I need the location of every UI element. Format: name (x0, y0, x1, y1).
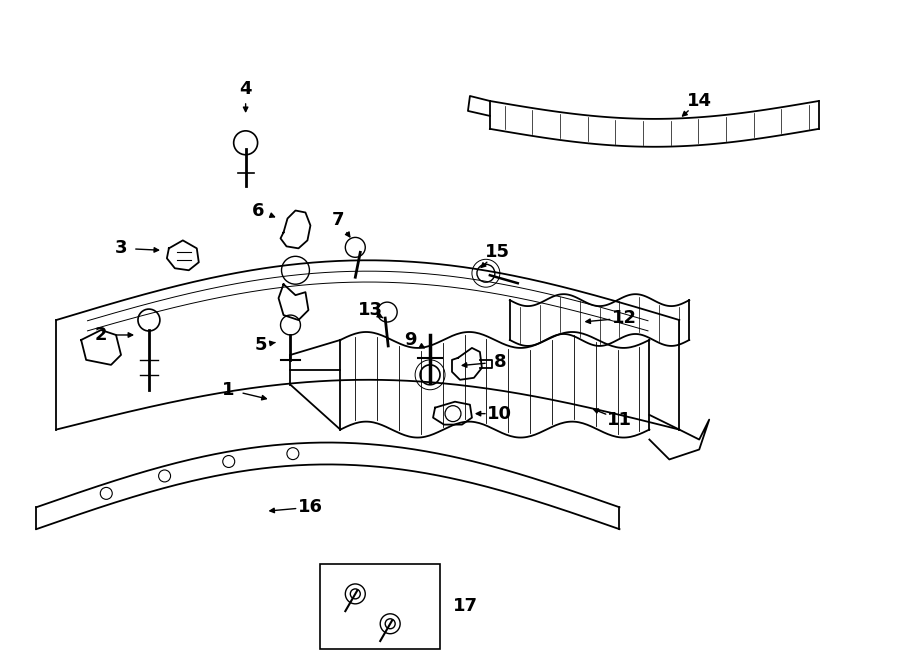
Text: 16: 16 (298, 498, 323, 516)
Text: 5: 5 (255, 336, 266, 354)
Text: 3: 3 (115, 239, 127, 257)
Text: 1: 1 (222, 381, 235, 399)
Text: 15: 15 (485, 243, 510, 261)
Text: 4: 4 (239, 80, 252, 98)
Text: 14: 14 (687, 92, 712, 110)
Text: 8: 8 (493, 353, 506, 371)
Text: 13: 13 (357, 301, 382, 319)
Text: 9: 9 (404, 331, 417, 349)
Text: 6: 6 (252, 202, 265, 219)
Bar (320, 564, 440, 648)
Text: 11: 11 (607, 410, 632, 428)
Text: 2: 2 (94, 326, 107, 344)
Text: 12: 12 (612, 309, 637, 327)
Text: 10: 10 (487, 405, 512, 422)
Text: 17: 17 (453, 597, 478, 615)
Text: 7: 7 (332, 212, 345, 229)
